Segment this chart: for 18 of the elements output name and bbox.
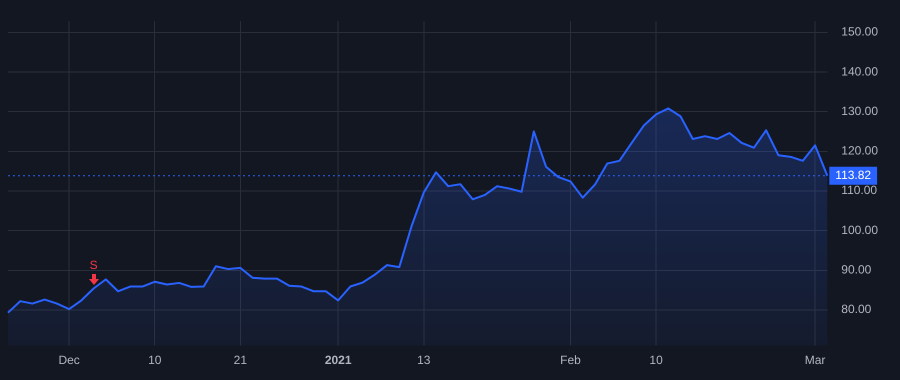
y-tick-label: 100.00: [841, 222, 878, 237]
y-tick-label: 150.00: [841, 24, 878, 39]
x-tick-label: Mar: [804, 353, 826, 368]
y-tick-label: 90.00: [841, 262, 872, 277]
y-tick-label: 80.00: [841, 302, 872, 316]
x-tick-label: Dec: [58, 353, 80, 368]
y-tick-label: 140.00: [841, 64, 878, 78]
y-tick-label: 120.00: [841, 144, 878, 158]
ref-line-label: 113.82: [835, 168, 872, 182]
x-tick-label: 10: [148, 353, 162, 368]
annotation: S: [90, 258, 98, 272]
x-tick-label: 2021: [324, 353, 352, 368]
x-tick-label: 21: [234, 353, 248, 368]
y-tick-label: 130.00: [841, 104, 878, 118]
x-tick-label: Feb: [560, 353, 582, 368]
y-tick-label: 110.00: [841, 183, 878, 198]
x-tick-label: 10: [649, 353, 664, 368]
x-tick-label: 13: [417, 353, 431, 368]
